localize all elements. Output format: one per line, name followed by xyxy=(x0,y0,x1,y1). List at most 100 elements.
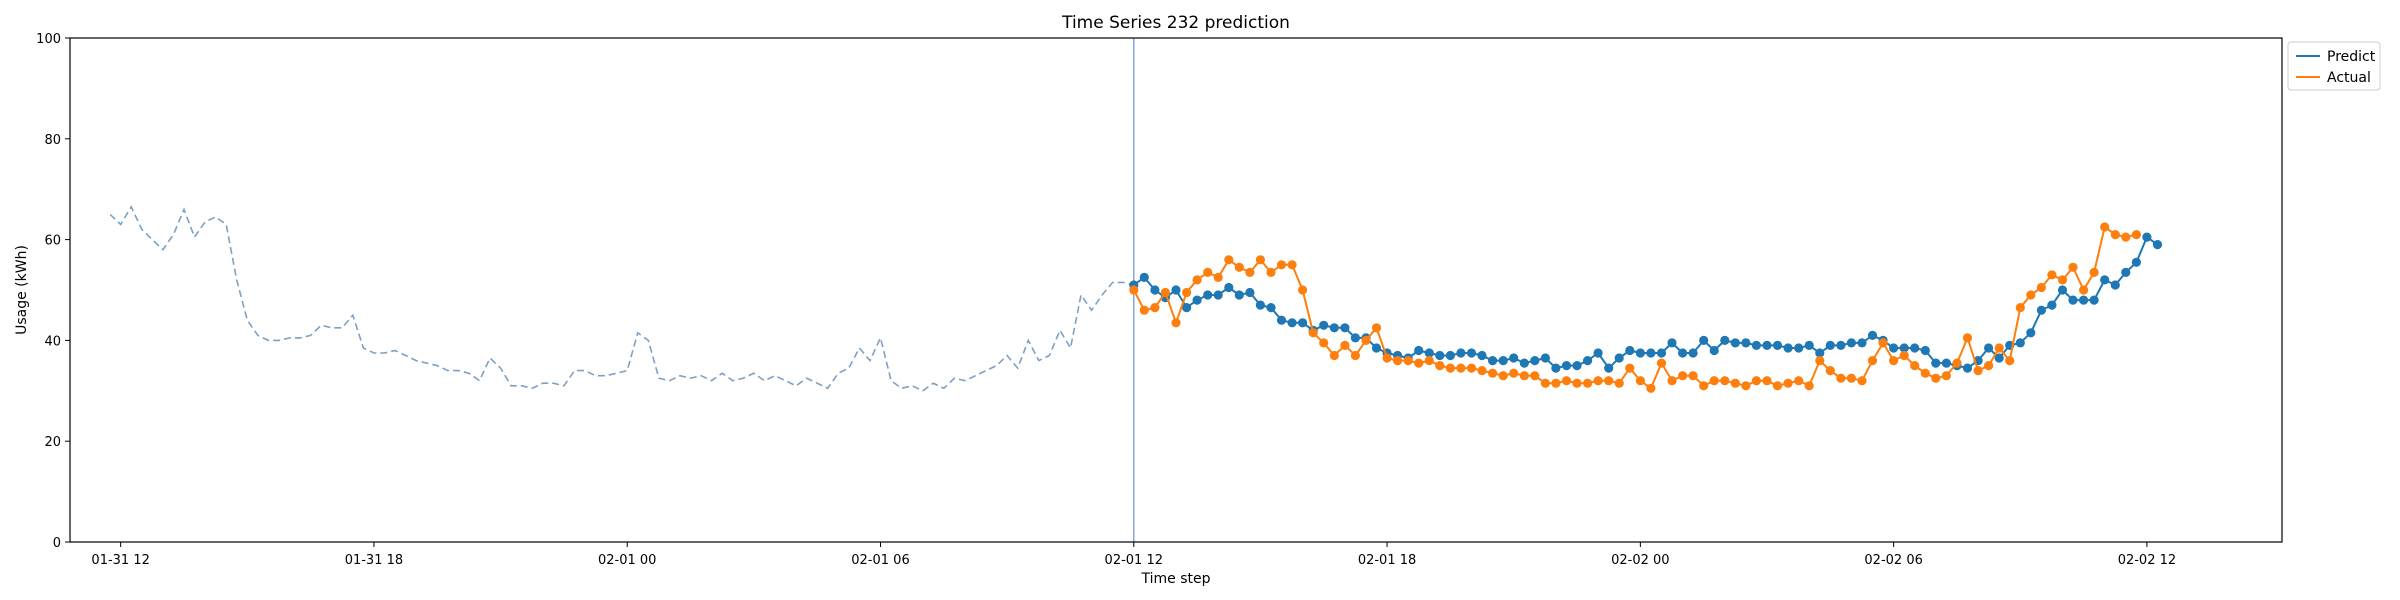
predict-point xyxy=(1329,323,1339,333)
predict-point xyxy=(1350,333,1360,343)
actual-point xyxy=(1741,381,1751,391)
actual-point xyxy=(1878,338,1888,348)
actual-point xyxy=(1414,358,1424,368)
predict-point xyxy=(1171,285,1181,295)
y-tick-label: 80 xyxy=(44,133,61,148)
actual-point xyxy=(1234,262,1244,272)
predict-point xyxy=(1825,340,1835,350)
predict-point xyxy=(1941,358,1951,368)
actual-point xyxy=(1931,373,1941,383)
predict-point xyxy=(1561,361,1572,371)
predict-point xyxy=(1435,350,1445,361)
predict-point xyxy=(1593,348,1603,358)
actual-point xyxy=(1941,371,1951,381)
actual-point xyxy=(1572,378,1582,388)
predict-point xyxy=(1783,343,1793,353)
predict-point xyxy=(2068,295,2078,305)
predict-point xyxy=(1276,315,1287,325)
actual-point xyxy=(1403,356,1413,366)
actual-point xyxy=(1171,318,1181,328)
predict-point xyxy=(1899,343,1909,353)
actual-point xyxy=(1688,371,1698,381)
predict-point xyxy=(1994,353,2004,363)
predict-point xyxy=(1699,335,1709,345)
actual-point xyxy=(1815,356,1825,366)
predict-point xyxy=(1857,338,1867,348)
x-tick-label: 02-01 18 xyxy=(1358,553,1416,568)
predict-point xyxy=(1962,363,1973,373)
actual-point xyxy=(1509,368,1519,378)
predict-point xyxy=(1920,345,1930,356)
actual-point xyxy=(2089,267,2099,277)
predict-point xyxy=(2110,280,2120,290)
actual-point xyxy=(1625,363,1635,373)
predict-point xyxy=(1794,343,1804,353)
actual-point xyxy=(1182,287,1192,298)
actual-point xyxy=(1382,353,1392,363)
predict-point xyxy=(1424,348,1434,358)
actual-point xyxy=(2079,285,2089,295)
y-tick-label: 40 xyxy=(44,334,61,349)
plot-frame xyxy=(69,37,2283,543)
chart-title: Time Series 232 prediction xyxy=(1061,13,1290,33)
predict-point xyxy=(1720,335,1730,345)
actual-point xyxy=(1129,285,1139,295)
actual-point xyxy=(2100,222,2110,232)
actual-point xyxy=(1298,285,1308,295)
predict-point xyxy=(2131,257,2141,267)
actual-point xyxy=(1709,376,1719,386)
actual-point xyxy=(1361,335,1371,345)
actual-point xyxy=(1319,338,1329,348)
actual-point xyxy=(1889,356,1899,366)
predict-point xyxy=(1667,338,1677,348)
actual-point xyxy=(2110,230,2120,240)
predict-point xyxy=(1815,348,1825,358)
actual-point xyxy=(1276,260,1287,270)
actual-point xyxy=(1435,361,1445,371)
actual-point xyxy=(1266,267,1276,277)
y-tick-label: 60 xyxy=(44,234,61,249)
predict-point xyxy=(1910,343,1920,353)
predict-point xyxy=(1456,348,1466,358)
predict-point xyxy=(1656,348,1667,358)
actual-point xyxy=(1952,358,1962,368)
actual-point xyxy=(1783,378,1793,388)
actual-point xyxy=(1287,260,1297,270)
actual-point xyxy=(2015,303,2025,313)
actual-point xyxy=(1561,376,1572,386)
actual-point xyxy=(1804,381,1814,391)
actual-point xyxy=(2131,230,2141,240)
actual-point xyxy=(1371,323,1382,333)
predict-point xyxy=(1867,330,1878,340)
predict-point xyxy=(2036,305,2046,315)
actual-point xyxy=(1424,356,1434,366)
predict-point xyxy=(1646,348,1656,358)
predict-point xyxy=(1224,282,1234,293)
predict-point xyxy=(1287,318,1297,328)
actual-point xyxy=(1857,376,1867,386)
predict-point xyxy=(1772,340,1783,350)
predict-point xyxy=(1836,340,1846,350)
predict-point xyxy=(1150,285,1160,295)
predict-point xyxy=(1751,340,1761,350)
actual-point xyxy=(2068,262,2078,272)
predict-point xyxy=(1730,338,1740,348)
actual-point xyxy=(1519,371,1529,381)
predict-point xyxy=(1889,343,1899,353)
x-tick-label: 01-31 18 xyxy=(345,553,403,568)
actual-point xyxy=(1614,378,1624,388)
actual-point xyxy=(1340,340,1350,350)
predict-point xyxy=(1255,300,1265,310)
actual-point xyxy=(1635,376,1645,386)
predict-point xyxy=(2047,300,2057,310)
actual-point xyxy=(1255,255,1265,265)
predict-point xyxy=(1371,343,1382,353)
actual-point xyxy=(2005,356,2015,366)
predict-point xyxy=(1414,345,1424,356)
predict-point xyxy=(1540,353,1550,363)
x-tick-label: 02-01 12 xyxy=(1105,553,1163,568)
actual-point xyxy=(1350,350,1360,361)
predict-point xyxy=(1572,361,1582,371)
predict-point xyxy=(2152,240,2163,250)
